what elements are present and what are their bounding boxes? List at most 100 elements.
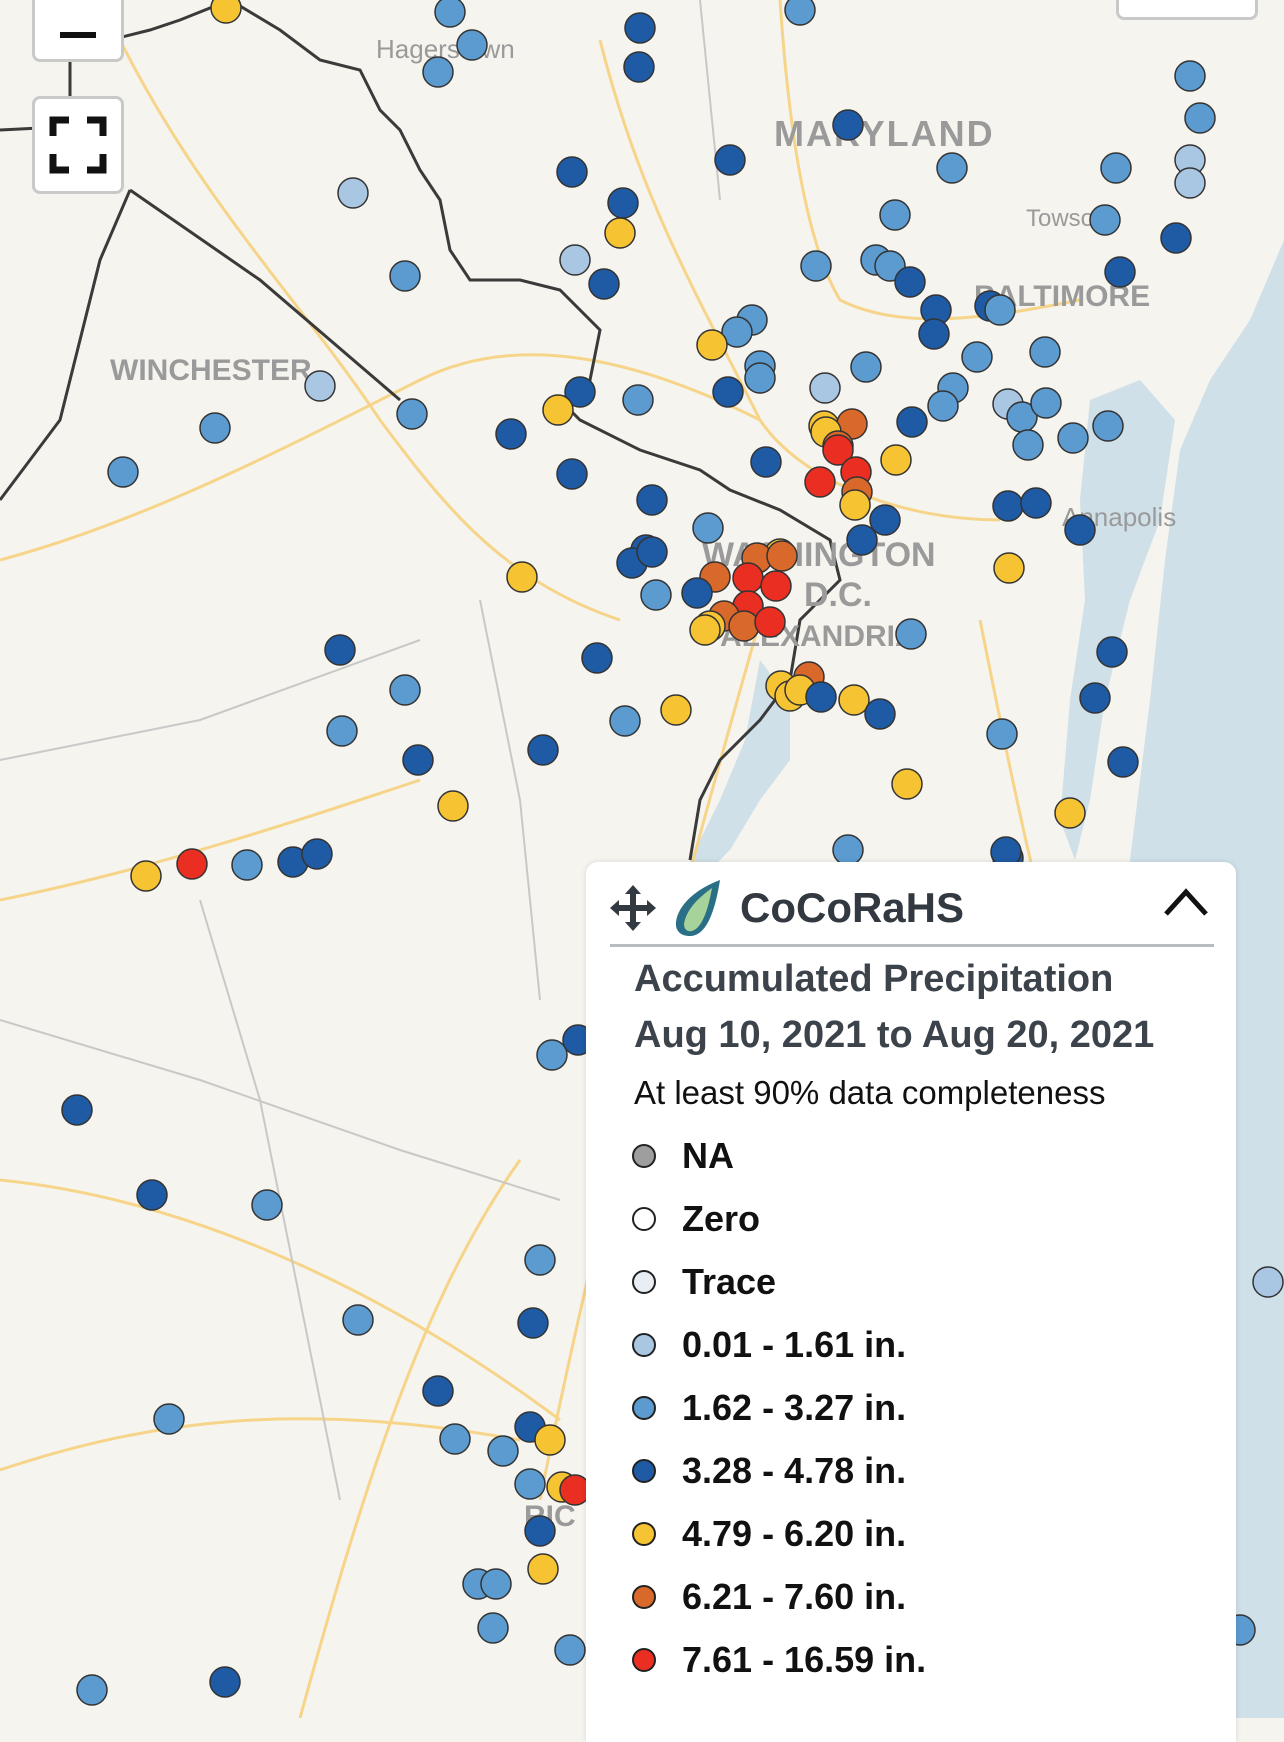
station-marker[interactable] [880,444,912,476]
station-marker[interactable] [1079,682,1111,714]
station-marker[interactable] [744,362,776,394]
station-marker[interactable] [832,834,864,866]
station-marker[interactable] [622,384,654,416]
station-marker[interactable] [992,490,1024,522]
station-marker[interactable] [986,718,1018,750]
station-marker[interactable] [918,318,950,350]
station-marker[interactable] [61,1094,93,1126]
station-marker[interactable] [524,1244,556,1276]
station-marker[interactable] [660,694,692,726]
station-marker[interactable] [1107,746,1139,778]
station-marker[interactable] [894,266,926,298]
station-marker[interactable] [559,244,591,276]
station-marker[interactable] [1012,429,1044,461]
station-marker[interactable] [439,1423,471,1455]
station-marker[interactable] [434,0,466,28]
station-marker[interactable] [326,715,358,747]
station-marker[interactable] [766,540,798,572]
station-marker[interactable] [636,484,668,516]
station-marker[interactable] [721,316,753,348]
station-marker[interactable] [342,1304,374,1336]
station-marker[interactable] [607,187,639,219]
station-marker[interactable] [712,376,744,408]
station-marker[interactable] [869,504,901,536]
station-marker[interactable] [993,552,1025,584]
station-marker[interactable] [784,0,816,26]
station-marker[interactable] [176,848,208,880]
station-marker[interactable] [107,456,139,488]
station-marker[interactable] [891,768,923,800]
station-marker[interactable] [437,790,469,822]
station-marker[interactable] [1020,487,1052,519]
station-marker[interactable] [495,418,527,450]
station-marker[interactable] [456,29,488,61]
station-marker[interactable] [728,610,760,642]
station-marker[interactable] [714,144,746,176]
station-marker[interactable] [623,51,655,83]
move-arrows-icon[interactable] [610,885,656,931]
station-marker[interactable] [1054,797,1086,829]
station-marker[interactable] [422,1375,454,1407]
station-marker[interactable] [527,734,559,766]
station-marker[interactable] [588,268,620,300]
station-markers[interactable] [61,0,1284,1706]
station-marker[interactable] [864,698,896,730]
station-marker[interactable] [804,466,836,498]
station-marker[interactable] [1184,102,1216,134]
station-marker[interactable] [1104,256,1136,288]
station-marker[interactable] [1096,636,1128,668]
station-marker[interactable] [199,412,231,444]
station-marker[interactable] [640,579,672,611]
station-marker[interactable] [1029,336,1061,368]
station-marker[interactable] [805,681,837,713]
station-marker[interactable] [487,1435,519,1467]
station-marker[interactable] [324,634,356,666]
station-marker[interactable] [800,250,832,282]
station-marker[interactable] [564,376,596,408]
chevron-up-icon[interactable] [1162,884,1210,920]
station-marker[interactable] [301,838,333,870]
station-marker[interactable] [556,458,588,490]
station-marker[interactable] [581,642,613,674]
station-marker[interactable] [927,390,959,422]
station-marker[interactable] [477,1612,509,1644]
station-marker[interactable] [1174,60,1206,92]
station-marker[interactable] [304,370,336,402]
station-marker[interactable] [822,434,854,466]
station-marker[interactable] [879,199,911,231]
station-marker[interactable] [1160,222,1192,254]
station-marker[interactable] [1057,422,1089,454]
station-marker[interactable] [839,489,871,521]
station-marker[interactable] [636,536,668,568]
station-marker[interactable] [396,398,428,430]
station-marker[interactable] [984,294,1016,326]
station-marker[interactable] [337,177,369,209]
station-marker[interactable] [524,1515,556,1547]
station-marker[interactable] [896,406,928,438]
station-marker[interactable] [402,744,434,776]
station-marker[interactable] [689,614,721,646]
station-marker[interactable] [1174,167,1206,199]
station-marker[interactable] [604,217,636,249]
station-marker[interactable] [506,561,538,593]
station-marker[interactable] [850,351,882,383]
station-marker[interactable] [732,562,764,594]
station-marker[interactable] [809,372,841,404]
station-marker[interactable] [542,394,574,426]
station-marker[interactable] [527,1553,559,1585]
station-marker[interactable] [832,109,864,141]
station-marker[interactable] [1252,1266,1284,1298]
station-marker[interactable] [514,1468,546,1500]
station-marker[interactable] [1100,152,1132,184]
map-control-top-right[interactable] [1116,0,1258,20]
station-marker[interactable] [153,1403,185,1435]
station-marker[interactable] [534,1424,566,1456]
station-marker[interactable] [136,1179,168,1211]
station-marker[interactable] [696,329,728,361]
station-marker[interactable] [389,260,421,292]
station-marker[interactable] [554,1634,586,1666]
station-marker[interactable] [750,446,782,478]
station-marker[interactable] [536,1039,568,1071]
station-marker[interactable] [961,341,993,373]
station-marker[interactable] [130,860,162,892]
